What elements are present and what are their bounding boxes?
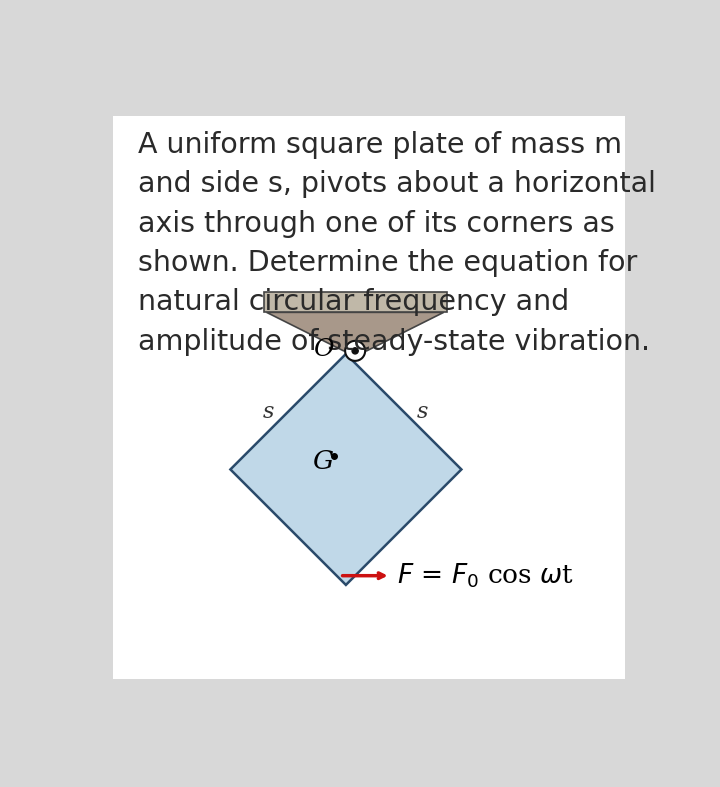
Text: $\mathit{F}$ = $\mathit{F}_{\mathit{0}}$ cos $\omega$t: $\mathit{F}$ = $\mathit{F}_{\mathit{0}}$… bbox=[397, 561, 574, 590]
Polygon shape bbox=[230, 354, 462, 585]
Text: O: O bbox=[313, 338, 333, 360]
Text: G: G bbox=[312, 449, 333, 475]
FancyBboxPatch shape bbox=[113, 116, 625, 679]
Bar bbox=[264, 292, 447, 312]
Text: s: s bbox=[264, 401, 274, 423]
Circle shape bbox=[345, 341, 365, 361]
Text: A uniform square plate of mass m
and side s, pivots about a horizontal
axis thro: A uniform square plate of mass m and sid… bbox=[138, 131, 656, 356]
Circle shape bbox=[352, 348, 359, 354]
Polygon shape bbox=[266, 312, 444, 351]
Text: s: s bbox=[417, 401, 428, 423]
